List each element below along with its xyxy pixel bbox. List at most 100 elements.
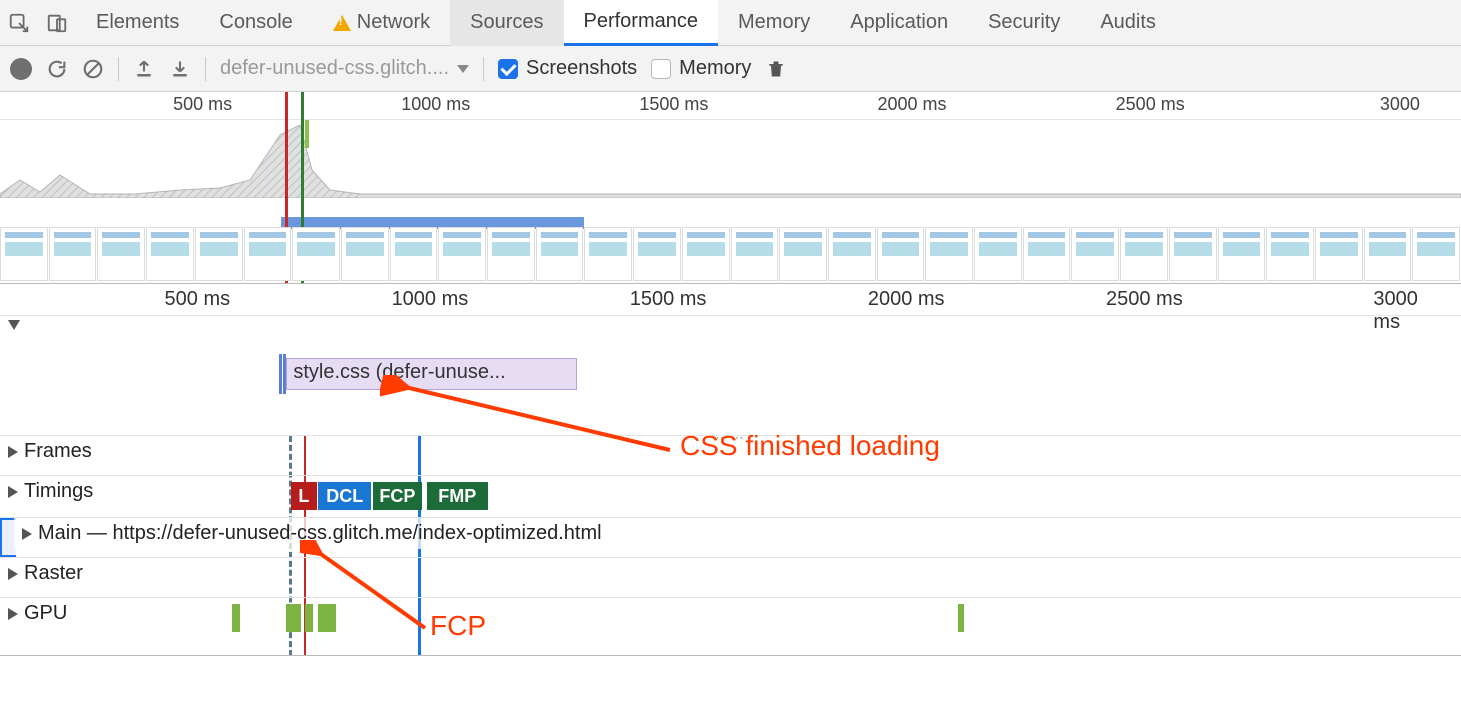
save-profile-button[interactable] [169, 58, 191, 80]
profile-selector[interactable]: defer-unused-css.glitch.... [220, 57, 469, 80]
gpu-chunk [305, 604, 312, 632]
raster-header[interactable]: Raster [0, 558, 91, 589]
filmstrip-frame[interactable] [0, 227, 48, 281]
separator [118, 57, 119, 81]
timings-track[interactable]: Timings LDCLFCPFMP [0, 476, 1461, 518]
tab-security[interactable]: Security [968, 0, 1080, 46]
filmstrip-frame[interactable] [1315, 227, 1363, 281]
filmstrip-frame[interactable] [292, 227, 340, 281]
filmstrip-frame[interactable] [974, 227, 1022, 281]
gpu-chunk [318, 604, 336, 632]
filmstrip-frame[interactable] [731, 227, 779, 281]
filmstrip-frame[interactable] [877, 227, 925, 281]
filmstrip-frame[interactable] [1169, 227, 1217, 281]
gpu-chunk [232, 604, 239, 632]
disclosure-triangle-icon [8, 486, 18, 498]
ruler-tick: 3000 [1380, 94, 1426, 115]
inspect-icon[interactable] [0, 0, 38, 46]
overview-green-marker [305, 120, 309, 148]
filmstrip-frame[interactable] [1364, 227, 1412, 281]
garbage-collect-button[interactable] [765, 58, 787, 80]
main-track[interactable]: Main — https://defer-unused-css.glitch.m… [0, 518, 1461, 558]
filmstrip-frame[interactable] [1023, 227, 1071, 281]
raster-track[interactable]: Raster [0, 558, 1461, 598]
tab-sources[interactable]: Sources [450, 0, 563, 46]
timing-badge-dcl[interactable]: DCL [318, 482, 371, 510]
filmstrip[interactable] [0, 227, 1461, 281]
ruler-tick: 1500 ms [630, 288, 715, 311]
ruler-tick: 2000 ms [868, 288, 953, 311]
tab-application[interactable]: Application [830, 0, 968, 46]
filmstrip-frame[interactable] [49, 227, 97, 281]
tab-label: Network [357, 11, 430, 34]
separator [483, 57, 484, 81]
overview-ruler: 500 ms1000 ms1500 ms2000 ms2500 ms3000 [0, 92, 1461, 120]
filmstrip-frame[interactable] [633, 227, 681, 281]
timing-badge-fcp[interactable]: FCP [373, 482, 423, 510]
ruler-tick: 2500 ms [1116, 94, 1191, 115]
filmstrip-frame[interactable] [1412, 227, 1460, 281]
tab-performance[interactable]: Performance [564, 0, 719, 46]
main-header[interactable]: Main — https://defer-unused-css.glitch.m… [14, 518, 610, 549]
tab-label: Security [988, 11, 1060, 34]
tab-audits[interactable]: Audits [1080, 0, 1176, 46]
filmstrip-frame[interactable] [438, 227, 486, 281]
ruler-tick: 1500 ms [639, 94, 714, 115]
filmstrip-frame[interactable] [1218, 227, 1266, 281]
filmstrip-frame[interactable] [1120, 227, 1168, 281]
frames-label: Frames [24, 440, 92, 463]
reload-button[interactable] [46, 58, 68, 80]
profile-selector-label: defer-unused-css.glitch.... [220, 57, 449, 80]
filmstrip-frame[interactable] [828, 227, 876, 281]
gpu-chunk [286, 604, 301, 632]
filmstrip-frame[interactable] [390, 227, 438, 281]
gpu-track[interactable]: GPU [0, 598, 1461, 656]
memory-toggle[interactable]: Memory [651, 57, 751, 80]
filmstrip-frame[interactable] [925, 227, 973, 281]
tab-memory[interactable]: Memory [718, 0, 830, 46]
tab-network[interactable]: Network [313, 0, 450, 46]
record-button[interactable] [10, 58, 32, 80]
filmstrip-frame[interactable] [244, 227, 292, 281]
filmstrip-frame[interactable] [536, 227, 584, 281]
filmstrip-frame[interactable] [682, 227, 730, 281]
filmstrip-frame[interactable] [341, 227, 389, 281]
memory-label: Memory [679, 57, 751, 80]
screenshots-checkbox[interactable] [498, 59, 518, 79]
memory-checkbox[interactable] [651, 59, 671, 79]
flame-chart-area: 500 ms1000 ms1500 ms2000 ms2500 ms3000 m… [0, 284, 1461, 656]
filmstrip-frame[interactable] [195, 227, 243, 281]
frames-header[interactable]: Frames [0, 436, 100, 467]
network-request-bar[interactable]: style.css (defer-unuse... [286, 358, 577, 390]
timing-badge-l[interactable]: L [291, 482, 317, 510]
disclosure-triangle-icon [8, 568, 18, 580]
load-profile-button[interactable] [133, 58, 155, 80]
tab-console[interactable]: Console [199, 0, 312, 46]
timings-header[interactable]: Timings [0, 476, 101, 507]
network-track[interactable]: style.css (defer-unuse... ⋯⋯ [0, 316, 1461, 436]
device-toggle-icon[interactable] [38, 0, 76, 46]
filmstrip-frame[interactable] [584, 227, 632, 281]
filmstrip-frame[interactable] [779, 227, 827, 281]
clear-button[interactable] [82, 58, 104, 80]
network-request-label: style.css (defer-unuse... [293, 361, 505, 383]
timings-label: Timings [24, 480, 93, 503]
gpu-header[interactable]: GPU [0, 598, 75, 629]
filmstrip-frame[interactable] [1071, 227, 1119, 281]
timing-badge-fmp[interactable]: FMP [427, 482, 488, 510]
ruler-tick: 500 ms [165, 288, 239, 311]
filmstrip-frame[interactable] [146, 227, 194, 281]
tab-label: Audits [1100, 11, 1156, 34]
overview-timeline[interactable]: 500 ms1000 ms1500 ms2000 ms2500 ms3000 [0, 92, 1461, 284]
screenshots-label: Screenshots [526, 57, 637, 80]
raster-label: Raster [24, 562, 83, 585]
network-request-tick [279, 354, 286, 394]
main-label: Main — https://defer-unused-css.glitch.m… [38, 522, 602, 545]
frames-track[interactable]: Frames [0, 436, 1461, 476]
network-header[interactable] [0, 316, 34, 334]
filmstrip-frame[interactable] [1266, 227, 1314, 281]
filmstrip-frame[interactable] [97, 227, 145, 281]
screenshots-toggle[interactable]: Screenshots [498, 57, 637, 80]
tab-elements[interactable]: Elements [76, 0, 199, 46]
filmstrip-frame[interactable] [487, 227, 535, 281]
